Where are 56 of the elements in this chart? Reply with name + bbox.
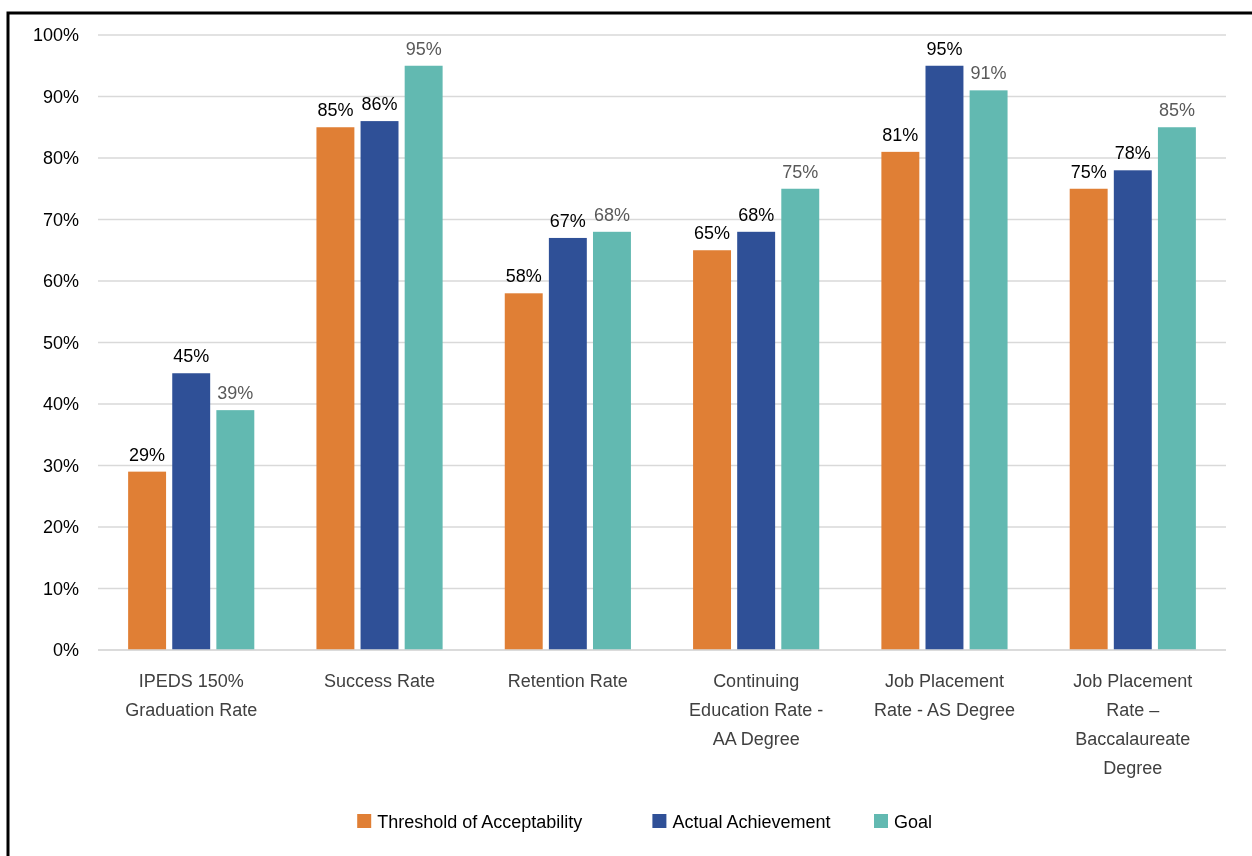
y-tick-label: 20%	[42, 517, 79, 538]
data-label: 68%	[593, 204, 630, 225]
y-tick-label: 30%	[42, 455, 79, 476]
y-tick-label: 80%	[42, 148, 79, 169]
y-tick-label: 70%	[42, 209, 79, 230]
data-label: 39%	[217, 383, 254, 404]
bar	[360, 121, 399, 650]
data-label: 91%	[970, 63, 1007, 84]
y-tick-label: 100%	[32, 25, 79, 46]
bar	[969, 90, 1008, 650]
x-tick-label: IPEDS 150% Graduation Rate	[125, 671, 258, 720]
data-label: 85%	[317, 100, 354, 121]
data-label: 78%	[1114, 143, 1151, 164]
legend-label: Goal	[894, 812, 933, 833]
y-tick-label: 40%	[42, 394, 79, 415]
x-tick-label: Job Placement Rate - AS Degree	[873, 671, 1016, 720]
y-tick-label: 10%	[42, 578, 79, 599]
data-label: 75%	[782, 161, 819, 182]
bar	[1113, 170, 1152, 650]
bar	[216, 410, 255, 650]
bar	[404, 65, 443, 650]
x-tick-label: Job Placement Rate – Baccalaureate Degree	[1073, 671, 1193, 778]
bar	[737, 231, 776, 650]
bar	[925, 65, 964, 650]
bar	[592, 231, 631, 650]
data-label: 86%	[361, 94, 398, 115]
x-tick-label: Continuing Education Rate - AA Degree	[689, 671, 824, 749]
bar	[548, 237, 587, 650]
bar	[1157, 127, 1196, 650]
data-label: 75%	[1070, 161, 1107, 182]
y-tick-label: 50%	[42, 332, 79, 353]
legend-label: Actual Achievement	[672, 812, 831, 833]
bar	[1069, 188, 1108, 650]
data-label: 67%	[549, 210, 586, 231]
data-label: 81%	[882, 124, 919, 145]
data-label: 85%	[1158, 100, 1195, 121]
data-label: 68%	[738, 204, 775, 225]
y-tick-label: 90%	[42, 86, 79, 107]
y-tick-label: 0%	[52, 640, 79, 661]
data-label: 65%	[694, 223, 731, 244]
data-label: 95%	[926, 38, 963, 59]
data-label: 95%	[405, 38, 442, 59]
bar	[172, 373, 211, 650]
y-tick-label: 60%	[42, 271, 79, 292]
data-label: 45%	[173, 346, 210, 367]
bar	[316, 127, 355, 650]
legend-label: Threshold of Acceptability	[377, 812, 583, 833]
x-tick-label: Success Rate	[324, 671, 436, 691]
bar	[693, 250, 732, 650]
bar	[128, 471, 167, 650]
data-label: 58%	[505, 266, 542, 287]
bar	[781, 188, 820, 650]
bar	[881, 151, 920, 650]
data-label: 29%	[129, 444, 166, 465]
x-tick-label: Retention Rate	[507, 671, 628, 691]
bar	[504, 293, 543, 650]
